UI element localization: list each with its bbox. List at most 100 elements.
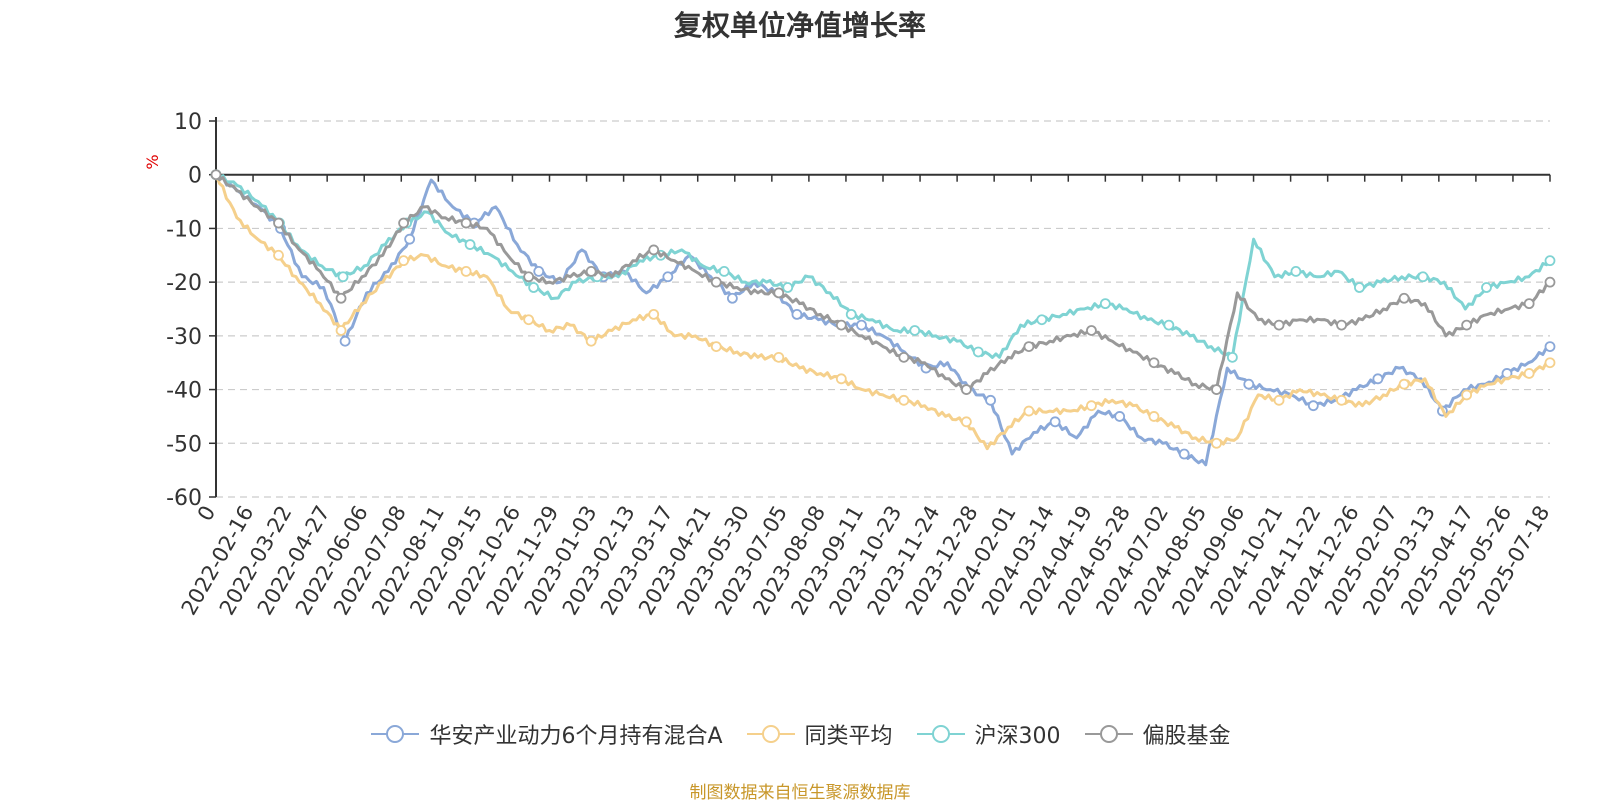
series-point [909, 325, 921, 336]
series-point [1354, 282, 1365, 293]
series-line [214, 173, 1551, 392]
series-point [1417, 271, 1429, 283]
series-point [856, 319, 867, 331]
series-point [782, 282, 794, 293]
series-point [1023, 405, 1035, 417]
series-point [1544, 276, 1556, 288]
series-point [460, 217, 472, 229]
legend-marker-icon [371, 725, 420, 743]
series-point [648, 308, 660, 320]
series-point [985, 394, 996, 406]
series-point [1523, 368, 1535, 379]
series-point [1036, 314, 1048, 326]
series-point [335, 292, 347, 304]
series-point [1398, 378, 1410, 390]
series-point [1523, 298, 1535, 310]
legend-marker-icon [1084, 725, 1133, 743]
series-point [339, 335, 351, 347]
legend-label: 偏股基金 [1142, 724, 1231, 749]
legend-label: 同类平均 [804, 724, 893, 749]
legend-circle [761, 725, 780, 743]
y-tick-label: -20 [166, 271, 202, 296]
series-point [773, 287, 785, 299]
legend-circle [931, 725, 950, 743]
series-point [710, 276, 722, 288]
series-point [523, 314, 535, 326]
series-point [1114, 411, 1126, 422]
series-point [210, 169, 222, 181]
series-point [1163, 319, 1175, 331]
series-point [460, 265, 472, 277]
series-point [523, 271, 535, 283]
series-point [726, 292, 738, 304]
series-point [1481, 282, 1492, 293]
series-point [1273, 319, 1285, 331]
series-point [773, 351, 785, 363]
y-tick-label: -10 [166, 217, 202, 242]
series-point [1461, 389, 1473, 401]
series-point [1307, 400, 1319, 412]
series-point [648, 244, 660, 256]
y-tick-label: -60 [166, 486, 202, 511]
y-tick-label: -40 [166, 379, 202, 404]
series-point [1398, 292, 1410, 304]
series-point [1544, 357, 1556, 369]
series-point [662, 271, 674, 283]
series-line [214, 174, 1551, 451]
series-point [718, 265, 730, 277]
series-point [1372, 373, 1384, 385]
series-point [835, 373, 847, 385]
series-point [1544, 255, 1556, 267]
series-point [1148, 411, 1160, 422]
series-point [710, 341, 722, 353]
series-point [398, 255, 409, 267]
legend-circle [386, 725, 405, 743]
legend-circle [1099, 725, 1118, 743]
series-point [835, 319, 847, 331]
series-point [1243, 378, 1255, 390]
legend-item-peer-average[interactable]: 同类平均 [745, 718, 893, 750]
series-point [1211, 437, 1222, 449]
series-point [1273, 394, 1285, 406]
legend: 华安产业动力6个月持有混合A 同类平均 沪深300 偏股基金 [0, 718, 1600, 750]
series-point [972, 346, 984, 358]
y-tick-label: 0 [188, 164, 202, 189]
series-point [1178, 448, 1190, 460]
legend-item-csi300[interactable]: 沪深300 [915, 718, 1061, 750]
series-point [335, 325, 347, 336]
series-point [404, 233, 416, 245]
line-chart: 100-10-20-30-40-50-60%02022-02-162022-03… [143, 110, 1556, 619]
series-point [845, 308, 857, 320]
series-point [960, 416, 972, 428]
series-point [898, 394, 910, 406]
series-point [1336, 319, 1347, 331]
x-tick-label: 0 [193, 502, 220, 526]
series-point [898, 351, 910, 363]
series-point [528, 282, 540, 293]
series-point [1049, 416, 1061, 428]
series-point [533, 265, 545, 277]
series-point [1461, 319, 1473, 331]
y-axis-unit: % [143, 154, 162, 169]
series-line [214, 173, 1551, 467]
series-point [273, 217, 284, 229]
series-point [585, 335, 597, 347]
series-point [1148, 357, 1160, 369]
series-point [1336, 394, 1347, 406]
series-point [273, 249, 284, 261]
series-point [398, 217, 409, 229]
series-point [1086, 400, 1097, 412]
series-point [464, 239, 476, 250]
legend-label: 华安产业动力6个月持有混合A [429, 724, 723, 749]
legend-item-equity-fund[interactable]: 偏股基金 [1083, 718, 1231, 750]
y-tick-label: -30 [166, 325, 202, 350]
series-point [1544, 341, 1556, 353]
series-point [1099, 298, 1111, 310]
chart-title: 复权单位净值增长率 [673, 9, 926, 42]
series-point [1226, 351, 1238, 363]
legend-marker-icon [916, 725, 965, 743]
series-point [791, 308, 803, 320]
legend-item-fund[interactable]: 华安产业动力6个月持有混合A [369, 718, 723, 750]
series-point [960, 384, 972, 395]
y-tick-label: -50 [166, 432, 202, 457]
